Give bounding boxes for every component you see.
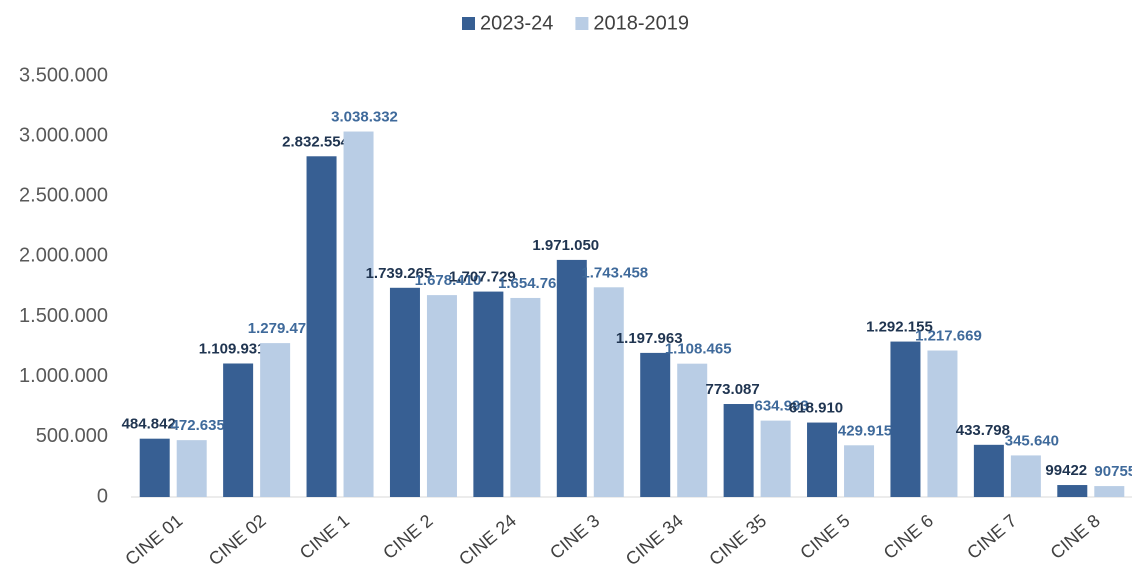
bar	[389, 287, 420, 497]
x-tick-label: CINE 3	[546, 510, 603, 563]
bar	[927, 350, 958, 497]
x-tick-label: CINE 34	[622, 510, 687, 569]
bar	[677, 363, 708, 497]
bar	[640, 352, 671, 497]
bar	[260, 343, 291, 497]
bar	[723, 404, 754, 497]
y-tick-label: 2.500.000	[19, 185, 108, 207]
bar	[223, 363, 254, 497]
y-tick-label: 1.000.000	[19, 365, 108, 387]
x-tick-label: CINE 35	[705, 510, 770, 569]
x-tick-label: CINE 5	[796, 510, 853, 563]
legend-swatch	[575, 17, 589, 30]
legend-label: 2018-2019	[593, 12, 689, 34]
x-tick-label: CINE 6	[880, 510, 937, 563]
value-label: 1.739.265	[366, 265, 433, 282]
bar	[973, 444, 1004, 497]
value-label: 2.832.554	[282, 133, 349, 150]
bar	[343, 131, 374, 498]
value-label: 1.279.475	[248, 320, 315, 337]
bar	[306, 156, 337, 497]
value-label: 1.971.050	[532, 237, 599, 254]
bar	[593, 287, 624, 497]
value-label: 472.635	[171, 417, 225, 434]
value-label: 429.915	[838, 422, 892, 439]
bar	[1057, 485, 1088, 497]
value-label: 3.038.332	[331, 109, 398, 126]
value-label: 345.640	[1005, 432, 1059, 449]
bar	[176, 440, 207, 497]
bar	[1010, 455, 1041, 497]
bar	[807, 422, 838, 497]
value-label: 99422	[1045, 462, 1087, 479]
x-tick-label: CINE 01	[121, 510, 186, 569]
bar	[1094, 486, 1125, 497]
legend-label: 2023-24	[480, 12, 553, 34]
bar	[844, 445, 875, 497]
value-label: 1.292.155	[866, 319, 933, 336]
x-tick-label: CINE 24	[455, 510, 520, 569]
x-tick-label: CINE 2	[379, 510, 436, 563]
value-label: 1.707.729	[449, 269, 516, 286]
bar	[139, 438, 170, 497]
y-tick-label: 1.500.000	[19, 305, 108, 327]
value-label: 1.217.669	[915, 328, 982, 345]
y-tick-label: 500.000	[36, 425, 108, 447]
y-tick-label: 2.000.000	[19, 245, 108, 267]
legend-swatch	[462, 17, 475, 30]
y-tick-label: 3.000.000	[19, 124, 108, 146]
value-label: 1.743.458	[581, 264, 648, 281]
x-tick-label: CINE 1	[296, 510, 353, 563]
x-tick-label: CINE 8	[1047, 510, 1104, 563]
value-label: 1.108.465	[665, 341, 732, 358]
value-label: 1.678.410	[415, 272, 482, 289]
value-label: 433.798	[956, 422, 1010, 439]
value-label: 773.087	[706, 381, 760, 398]
value-label: 1.654.762	[498, 275, 565, 292]
value-label: 634.993	[755, 398, 809, 415]
bar	[890, 341, 921, 497]
y-tick-label: 0	[97, 485, 108, 507]
value-label: 618.910	[789, 400, 843, 417]
value-label: 90755	[1094, 463, 1132, 480]
value-label: 1.197.963	[616, 330, 683, 347]
y-tick-label: 3.500.000	[19, 64, 108, 86]
bar	[556, 259, 587, 497]
x-tick-label: CINE 7	[963, 510, 1020, 563]
x-tick-label: CINE 02	[205, 510, 270, 569]
bar	[426, 295, 457, 497]
value-label: 484.842	[122, 416, 176, 433]
bar	[760, 420, 791, 497]
value-label: 1.109.931	[199, 340, 266, 357]
bar	[473, 291, 504, 497]
bar	[510, 297, 541, 497]
